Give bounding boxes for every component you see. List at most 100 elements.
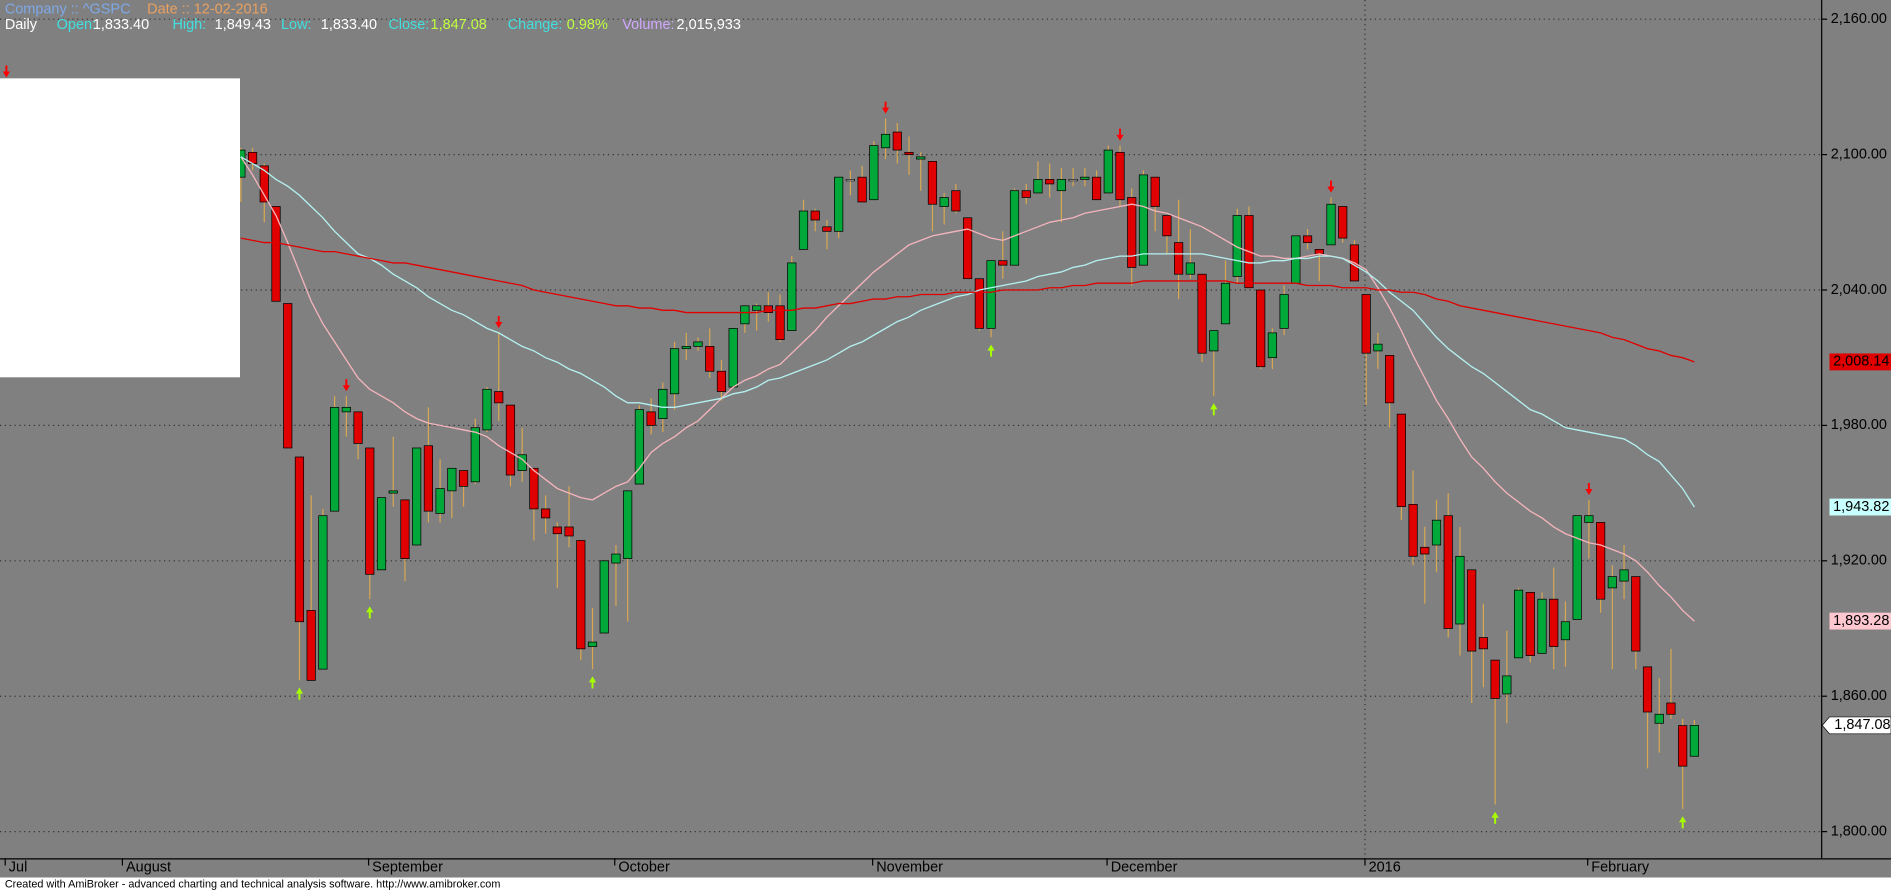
candle-body <box>1455 555 1465 625</box>
candle-body <box>775 305 785 341</box>
candle-body <box>1443 515 1453 629</box>
x-tick-label: September <box>372 860 443 876</box>
buy-signal <box>1210 403 1218 416</box>
last-value-label: 1,943.82 <box>1833 499 1889 515</box>
candle-body <box>1385 355 1395 404</box>
candle-body <box>1150 176 1160 207</box>
candle-body <box>564 526 574 537</box>
x-tick-label: February <box>1591 860 1650 876</box>
candle-body <box>271 206 281 302</box>
date: Date :: 12-02-2016 <box>147 1 268 17</box>
candle-body <box>330 406 340 512</box>
candle-body <box>470 427 480 483</box>
candle-body <box>904 151 914 155</box>
candle-body <box>1666 702 1676 715</box>
last-value-box <box>1829 498 1891 516</box>
candle-body <box>1279 294 1289 329</box>
candle-body <box>716 370 727 392</box>
candle-body <box>798 210 809 250</box>
candle-body <box>1431 519 1442 546</box>
candle-body <box>365 447 375 575</box>
candle-body <box>1302 235 1313 243</box>
candle-body <box>939 197 949 207</box>
y-tick-label: 2,040.00 <box>1831 282 1887 298</box>
interval: Daily <box>5 17 38 33</box>
candle-body <box>341 406 351 413</box>
candle-body <box>1056 179 1066 192</box>
y-tick-label: 1,800.00 <box>1831 823 1887 839</box>
candle-body <box>1654 713 1664 724</box>
candle-body <box>1607 576 1617 589</box>
candle-body <box>705 346 715 372</box>
candle-body <box>1267 332 1277 359</box>
x-tick-label: 2016 <box>1369 860 1401 876</box>
candle-body <box>1373 343 1383 352</box>
candle-body <box>1127 197 1137 268</box>
candle-body <box>1091 176 1102 201</box>
candle-body <box>1596 522 1606 600</box>
sell-signal <box>1327 180 1335 193</box>
candle-body <box>1256 289 1266 368</box>
field-value: 0.98% <box>567 17 608 33</box>
candle-body <box>892 131 902 151</box>
candle-body <box>1584 515 1594 523</box>
candle-body <box>306 610 316 681</box>
ma-line <box>240 156 1695 622</box>
field-value: 2,015,933 <box>677 17 741 33</box>
candle-body <box>1408 504 1418 557</box>
candle-body <box>576 540 586 650</box>
candle-body <box>1678 725 1688 767</box>
candle-body <box>763 305 773 313</box>
candle-body <box>529 467 539 510</box>
x-tick-label: December <box>1111 860 1178 876</box>
candle-body <box>998 260 1008 266</box>
candle-body <box>1642 666 1653 713</box>
candle-body <box>669 348 680 395</box>
candle-body <box>646 411 656 426</box>
candle-body <box>1220 282 1231 325</box>
candle-body <box>587 641 598 647</box>
sell-signal <box>1585 482 1593 496</box>
overlay-box <box>0 78 240 378</box>
candle-body <box>1080 176 1090 180</box>
candle-body <box>1502 675 1512 695</box>
buy-signal <box>987 344 995 357</box>
candle-body <box>1478 637 1488 650</box>
candle-body <box>1103 149 1113 194</box>
candle-body <box>376 497 387 571</box>
candle-body <box>857 176 867 203</box>
field-label: Close: <box>388 17 429 33</box>
last-value-box <box>1829 612 1891 630</box>
candle-body <box>388 490 398 494</box>
candle-body <box>1138 174 1149 266</box>
x-tick-label: November <box>876 860 943 876</box>
close-box <box>1821 716 1891 735</box>
candle-body <box>599 560 609 634</box>
candle-body <box>822 226 832 232</box>
field-label: Open: <box>57 17 96 33</box>
field-label: Change: <box>508 17 563 33</box>
field-label: Volume: <box>622 17 674 33</box>
candle-body <box>259 165 269 203</box>
sell-signal <box>495 315 503 329</box>
candle-body <box>494 391 504 404</box>
candle-body <box>1174 242 1184 275</box>
candle-body <box>963 217 973 280</box>
x-tick-label: August <box>126 860 171 876</box>
candle-body <box>1572 515 1582 620</box>
candle-body <box>505 404 516 476</box>
candle-body <box>541 508 551 519</box>
field-label: Low: <box>281 17 312 33</box>
candle-body <box>1361 294 1371 354</box>
field-value: 1,833.40 <box>321 17 377 33</box>
candle-body <box>623 490 633 559</box>
candle-body <box>986 260 996 329</box>
candle-body <box>951 190 961 212</box>
buy-signal <box>1679 816 1687 829</box>
candle-body <box>423 445 433 512</box>
last-value-box <box>1829 353 1891 371</box>
candle-body <box>482 388 492 431</box>
ma-line <box>240 156 1695 508</box>
